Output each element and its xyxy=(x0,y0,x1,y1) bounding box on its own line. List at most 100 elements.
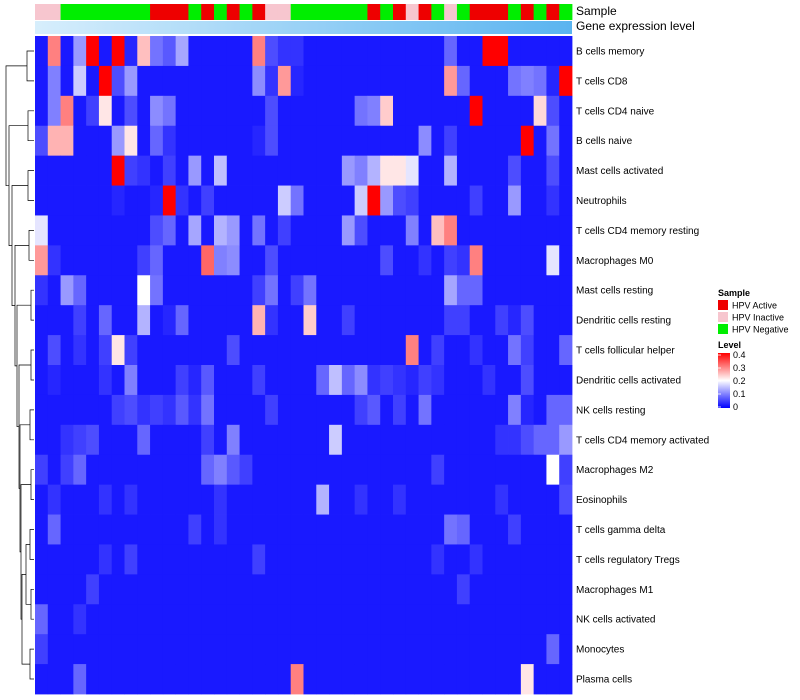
heatmap-cell xyxy=(226,275,240,306)
heatmap-cell xyxy=(86,185,100,216)
heatmap-cell xyxy=(316,634,330,665)
heatmap-cell xyxy=(137,65,151,97)
heatmap-cell xyxy=(150,394,164,426)
row-label: T cells regulatory Tregs xyxy=(576,555,680,566)
heatmap-cell xyxy=(444,95,458,127)
heatmap-cell xyxy=(60,125,74,157)
heatmap-cell xyxy=(482,305,496,336)
heatmap-cell xyxy=(482,36,496,67)
sample-annotation-cell xyxy=(559,4,573,20)
sample-annotation-cell xyxy=(175,4,189,20)
heatmap-cell xyxy=(201,95,215,127)
heatmap-cell xyxy=(520,215,535,246)
heatmap-cell xyxy=(546,664,560,695)
heatmap-cell xyxy=(201,155,215,186)
heatmap-cell xyxy=(226,305,240,336)
heatmap-cell xyxy=(341,95,356,127)
heatmap-cell xyxy=(559,335,573,366)
heatmap-cell xyxy=(73,544,87,575)
heatmap-cell xyxy=(354,514,368,545)
heatmap-cell xyxy=(367,275,381,306)
heatmap-cell xyxy=(73,245,87,276)
heatmap-cell xyxy=(98,36,113,67)
heatmap-cell xyxy=(303,36,317,67)
heatmap-cell xyxy=(35,514,49,545)
heatmap-cell xyxy=(290,215,304,246)
heatmap-cell xyxy=(277,335,292,366)
heatmap-cell xyxy=(418,36,432,67)
heatmap-cell xyxy=(226,664,240,695)
heatmap-cell xyxy=(329,514,343,545)
heatmap-cell xyxy=(418,604,432,635)
heatmap-cell xyxy=(303,95,317,127)
heatmap-cell xyxy=(111,634,125,665)
heatmap-cell xyxy=(60,514,74,545)
heatmap-cell xyxy=(252,36,266,67)
heatmap-cell xyxy=(239,365,253,396)
heatmap-cell xyxy=(175,185,189,216)
heatmap-cell xyxy=(60,36,74,67)
heatmap-cell xyxy=(456,664,471,695)
heatmap-cell xyxy=(188,454,202,486)
heatmap-cell xyxy=(111,36,125,67)
heatmap-cell xyxy=(201,36,215,67)
expression-track-label: Gene expression level xyxy=(576,19,695,33)
heatmap-cell xyxy=(162,36,177,67)
heatmap-cell xyxy=(124,125,138,157)
heatmap-cell xyxy=(329,574,343,605)
heatmap-cell xyxy=(252,394,266,426)
heatmap-cell xyxy=(124,95,138,127)
heatmap-cell xyxy=(367,514,381,545)
heatmap-cell xyxy=(137,514,151,545)
heatmap-cell xyxy=(533,155,547,186)
heatmap-cell xyxy=(380,245,394,276)
heatmap-cell xyxy=(111,664,125,695)
heatmap-cell xyxy=(277,215,292,246)
heatmap-cell xyxy=(137,185,151,216)
heatmap-cell xyxy=(277,185,292,216)
heatmap-cell xyxy=(73,36,87,67)
heatmap-cell xyxy=(303,514,317,545)
heatmap-cell xyxy=(239,95,253,127)
sample-annotation-cell xyxy=(469,4,483,20)
heatmap-cell xyxy=(354,424,368,456)
heatmap-cell xyxy=(201,305,215,336)
heatmap-cell xyxy=(316,36,330,67)
heatmap-cell xyxy=(277,604,292,635)
heatmap-cell xyxy=(188,215,202,246)
heatmap-cell xyxy=(188,544,202,575)
heatmap-cell xyxy=(546,95,560,127)
heatmap-cell xyxy=(533,664,547,695)
heatmap-cell xyxy=(252,574,266,605)
heatmap-cell xyxy=(329,394,343,426)
heatmap-cell xyxy=(86,155,100,186)
heatmap-cell xyxy=(418,454,432,486)
heatmap-cell xyxy=(214,245,228,276)
heatmap-cell xyxy=(508,454,522,486)
heatmap-cell xyxy=(175,245,189,276)
heatmap-cell xyxy=(495,95,509,127)
heatmap-cell xyxy=(354,365,368,396)
heatmap-cell xyxy=(533,65,547,97)
heatmap-cell xyxy=(162,394,177,426)
level-colorbar xyxy=(718,353,730,408)
heatmap-cell xyxy=(137,394,151,426)
heatmap-cell xyxy=(86,275,100,306)
heatmap-cell xyxy=(226,424,240,456)
heatmap-cell xyxy=(239,65,253,97)
heatmap-cell xyxy=(469,185,483,216)
heatmap-cell xyxy=(495,484,509,515)
heatmap-cell xyxy=(367,305,381,336)
heatmap-cell xyxy=(495,275,509,306)
heatmap-cell xyxy=(341,544,356,575)
sample-annotation-cell xyxy=(495,4,509,20)
heatmap-cell xyxy=(341,664,356,695)
legend-level-label: 0.1 xyxy=(733,389,746,399)
heatmap-cell xyxy=(86,544,100,575)
heatmap-cell xyxy=(559,454,573,486)
heatmap-cell xyxy=(431,365,445,396)
heatmap-cell xyxy=(456,454,471,486)
heatmap-cell xyxy=(252,185,266,216)
heatmap-cell xyxy=(47,484,61,515)
sample-annotation-cell xyxy=(201,4,215,20)
